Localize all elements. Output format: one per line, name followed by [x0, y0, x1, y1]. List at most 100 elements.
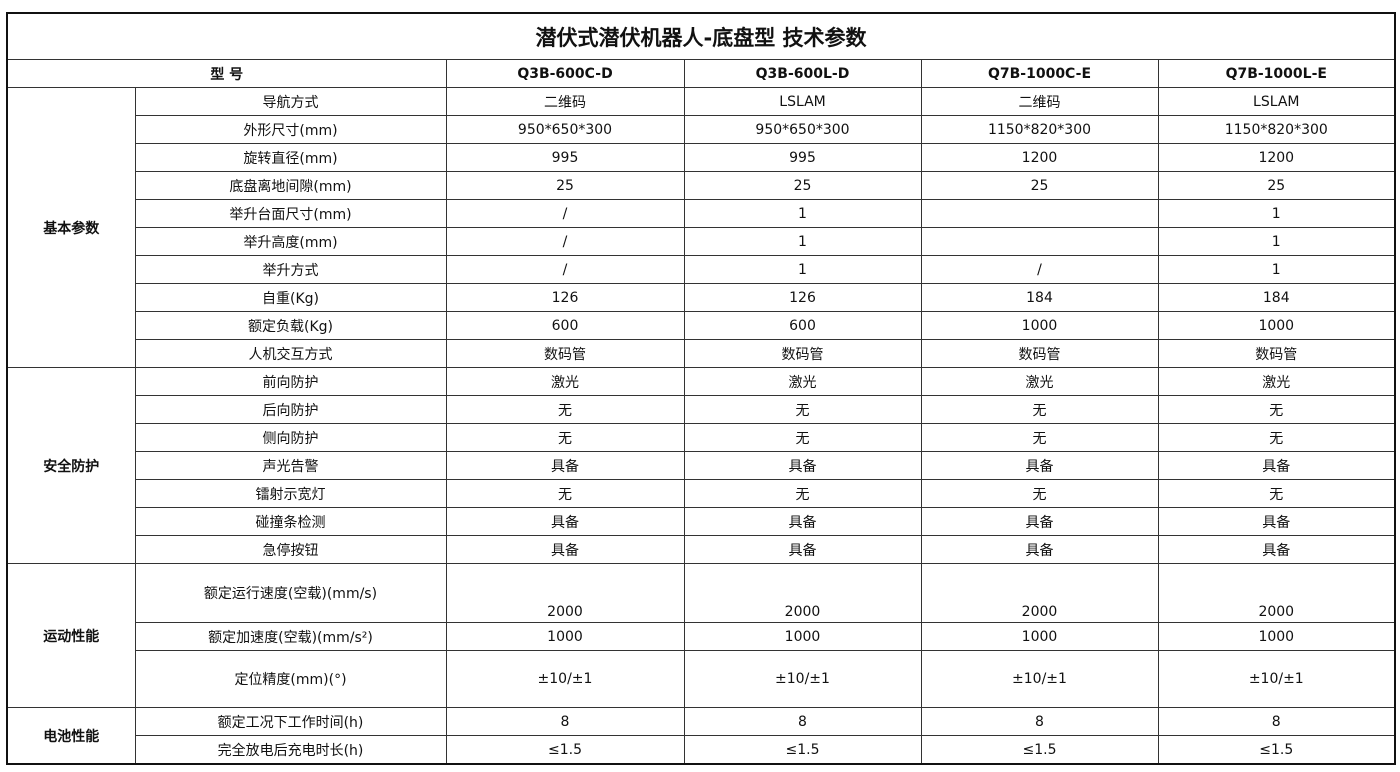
value-cell: ±10/±1 [683, 650, 922, 708]
value-cell [920, 227, 1159, 256]
value-cell: 具备 [920, 507, 1159, 536]
value-cell: 具备 [683, 507, 922, 536]
value-cell: 600 [683, 311, 922, 340]
value-cell: 激光 [920, 367, 1159, 396]
param-label: 举升高度(mm) [134, 227, 447, 256]
param-label: 碰撞条检测 [134, 507, 447, 536]
table-row: 举升台面尺寸(mm)/1 1 [7, 199, 1396, 228]
value-cell: LSLAM [1157, 87, 1396, 116]
value-cell: 具备 [445, 507, 685, 536]
value-cell: 无 [1157, 395, 1396, 424]
value-cell: 无 [1157, 479, 1396, 508]
param-label: 声光告警 [134, 451, 447, 480]
value-cell: LSLAM [683, 87, 922, 116]
value-cell: 2000 [1157, 563, 1396, 623]
value-cell: 1 [1157, 255, 1396, 284]
param-label: 前向防护 [134, 367, 447, 396]
table-row: 急停按钮 具备 具备 具备 具备 [7, 535, 1396, 564]
model-label: 型 号 [6, 59, 447, 88]
table-title: 潜伏式潜伏机器人-底盘型 技术参数 [6, 12, 1396, 60]
value-cell: 600 [445, 311, 685, 340]
value-cell: ≤1.5 [920, 735, 1159, 765]
table-row: 自重(Kg) 126 126 184 184 [7, 283, 1396, 312]
table-row: 运动性能 额定运行速度(空载)(mm/s) 2000 2000 2000 2000 [6, 563, 1396, 708]
table-row: 底盘离地间隙(mm) 25 25 25 25 [7, 171, 1396, 200]
value-cell: 无 [1157, 423, 1396, 452]
table-row: 声光告警 具备 具备 具备 具备 [7, 451, 1396, 480]
value-cell: 1000 [683, 622, 922, 651]
value-cell: ≤1.5 [683, 735, 922, 765]
value-cell: 1150*820*300 [920, 115, 1159, 144]
value-cell: 1000 [920, 311, 1159, 340]
value-cell: 数码管 [683, 339, 922, 368]
value-cell: ≤1.5 [1157, 735, 1396, 765]
value-cell: 2000 [445, 563, 685, 623]
value-cell: / [445, 199, 685, 228]
value-cell: 8 [445, 707, 685, 736]
group-label: 安全防护 [6, 367, 136, 564]
value-cell: 950*650*300 [445, 115, 685, 144]
table-row: 额定负载(Kg) 600 600 1000 1000 [7, 311, 1396, 340]
table-row: 侧向防护无无无无 [7, 423, 1396, 452]
value-cell: 25 [445, 171, 685, 200]
value-cell: 无 [445, 395, 685, 424]
value-cell: 995 [683, 143, 922, 172]
value-cell: 无 [920, 395, 1159, 424]
value-cell: 1200 [920, 143, 1159, 172]
value-cell: 具备 [1157, 451, 1396, 480]
spec-table: 潜伏式潜伏机器人-底盘型 技术参数 型 号 Q3B-600C-D Q3B-600… [6, 12, 1397, 765]
value-cell: 无 [920, 479, 1159, 508]
value-cell: 二维码 [445, 87, 685, 116]
value-cell: 具备 [1157, 535, 1396, 564]
table-row: 镭射示宽灯无无无无 [7, 479, 1396, 508]
value-cell: / [445, 227, 685, 256]
value-cell: 激光 [1157, 367, 1396, 396]
table-row: 旋转直径(mm) 995 995 1200 1200 [7, 143, 1396, 172]
value-cell: 1000 [920, 622, 1159, 651]
param-label: 导航方式 [134, 87, 447, 116]
value-cell: 具备 [1157, 507, 1396, 536]
table-row: 外形尺寸(mm) 950*650*300 950*650*300 1150*820*3… [7, 115, 1396, 144]
value-cell: 1 [683, 255, 922, 284]
param-label: 举升方式 [134, 255, 447, 284]
value-cell: 激光 [445, 367, 685, 396]
table-row: 基本参数 导航方式 二维码 LSLAM 二维码 LSLAM [6, 87, 1396, 368]
value-cell: 995 [445, 143, 685, 172]
table-row: 人机交互方式 数码管 数码管 数码管 数码管 [7, 339, 1396, 368]
param-label: 镭射示宽灯 [134, 479, 447, 508]
table-row: 电池性能 额定工况下工作时间(h) 8 8 8 8 [6, 707, 1396, 765]
header-row: 型 号 Q3B-600C-D Q3B-600L-D Q7B-1000C-E Q7… [6, 59, 1396, 88]
table-row: 碰撞条检测 具备 具备 具备 具备 [7, 507, 1396, 536]
param-label: 人机交互方式 [134, 339, 447, 368]
value-cell: 126 [683, 283, 922, 312]
param-label: 旋转直径(mm) [134, 143, 447, 172]
value-cell: 1 [683, 199, 922, 228]
value-cell: 1200 [1157, 143, 1396, 172]
value-cell: / [445, 255, 685, 284]
value-cell: 184 [920, 283, 1159, 312]
param-label: 侧向防护 [134, 423, 447, 452]
table-row: 后向防护无无无无 [7, 395, 1396, 424]
value-cell: 184 [1157, 283, 1396, 312]
param-label: 完全放电后充电时长(h) [134, 735, 447, 765]
value-cell: 无 [445, 479, 685, 508]
value-cell: 激光 [683, 367, 922, 396]
param-label: 额定运行速度(空载)(mm/s) [134, 563, 447, 623]
param-label: 急停按钮 [134, 535, 447, 564]
param-label: 外形尺寸(mm) [134, 115, 447, 144]
value-cell: 数码管 [920, 339, 1159, 368]
param-label: 额定负载(Kg) [134, 311, 447, 340]
model-header: Q3B-600L-D [683, 59, 922, 88]
value-cell: 1 [683, 227, 922, 256]
value-cell: ≤1.5 [445, 735, 685, 765]
value-cell: 二维码 [920, 87, 1159, 116]
model-header: Q7B-1000L-E [1157, 59, 1396, 88]
param-label: 定位精度(mm)(°) [134, 650, 447, 708]
value-cell: 具备 [683, 451, 922, 480]
table-row: 定位精度(mm)(°) ±10/±1 ±10/±1 ±10/±1 ±10/±1 [7, 650, 1396, 708]
value-cell: 8 [920, 707, 1159, 736]
value-cell: 25 [920, 171, 1159, 200]
value-cell: 无 [683, 479, 922, 508]
param-label: 自重(Kg) [134, 283, 447, 312]
table-row: 额定加速度(空载)(mm/s²) 1000 1000 1000 1000 [7, 622, 1396, 651]
